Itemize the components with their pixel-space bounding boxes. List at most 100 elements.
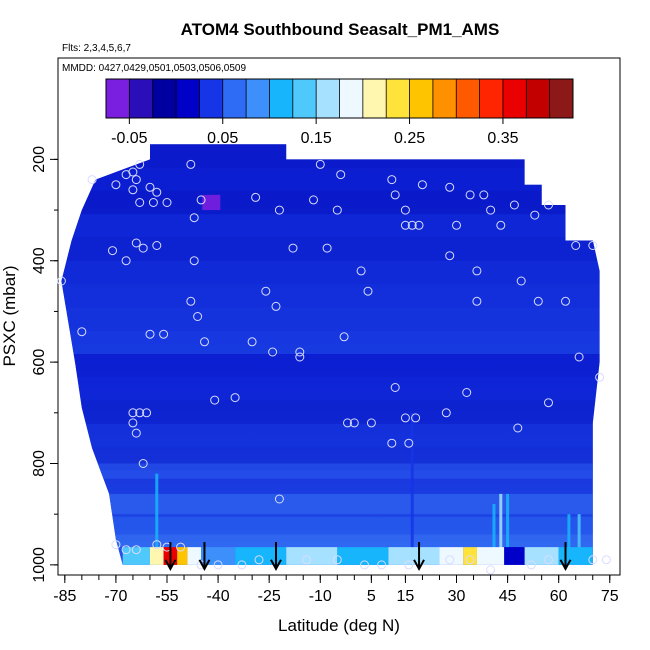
sample-points xyxy=(56,159,611,575)
colorbar-cell xyxy=(176,79,200,118)
sample-point xyxy=(530,210,540,220)
y-axis-label: PSXC (mbar) xyxy=(0,265,19,366)
x-tick-label: -85 xyxy=(53,588,76,605)
sample-point xyxy=(189,256,199,266)
x-tick-label: 60 xyxy=(550,588,568,605)
arrow-head xyxy=(198,559,211,571)
sample-point xyxy=(200,337,209,347)
colorbar-tick-label: 0.25 xyxy=(394,130,425,147)
sample-point xyxy=(588,555,598,565)
sample-point xyxy=(363,286,373,296)
sample-point xyxy=(56,276,66,286)
sample-point xyxy=(452,220,461,230)
colorbar-cell xyxy=(362,79,387,118)
y-tick-label: 400 xyxy=(31,247,48,274)
vertical-streak xyxy=(499,493,503,565)
colorbar-cell xyxy=(549,79,574,118)
sample-point xyxy=(445,251,455,261)
sample-point xyxy=(152,187,162,197)
x-tick-label: 45 xyxy=(499,588,517,605)
sample-point xyxy=(128,185,138,195)
down-arrow xyxy=(559,542,572,571)
sample-point xyxy=(356,266,366,276)
y-axis: 200 400 600 800 1000 xyxy=(31,146,58,583)
sample-point xyxy=(288,243,298,253)
altitude-band xyxy=(61,144,600,168)
altitude-bands xyxy=(61,144,600,564)
sample-point xyxy=(111,180,121,190)
sample-point xyxy=(237,560,247,570)
sample-point xyxy=(302,555,312,565)
boundary-layer-cell xyxy=(476,547,505,565)
colorbar-cell xyxy=(129,79,154,118)
altitude-band xyxy=(61,214,600,238)
sample-point xyxy=(271,301,281,311)
sample-point xyxy=(441,408,451,418)
sample-point xyxy=(315,159,325,169)
sample-point xyxy=(332,205,342,215)
altitude-band xyxy=(61,307,600,331)
x-tick-label: 75 xyxy=(601,588,619,605)
sample-point xyxy=(414,220,424,230)
boundary-layer-cell xyxy=(149,547,164,565)
vertical-streak xyxy=(492,504,496,565)
sample-point xyxy=(131,428,141,438)
altitude-band xyxy=(61,516,600,535)
arrow-head xyxy=(164,559,177,571)
sample-point xyxy=(387,438,397,448)
down-arrow xyxy=(198,542,211,571)
sample-point xyxy=(496,220,506,230)
y-tick-label: 600 xyxy=(31,349,48,376)
sample-point xyxy=(121,545,131,555)
sample-point xyxy=(349,418,359,428)
flights-subtitle: Flts: 2,3,4,5,6,7 xyxy=(62,43,131,54)
altitude-band xyxy=(61,167,600,191)
plot-area: MMDD: 0427,0429,0501,0503,0506,0509 -0.0… xyxy=(56,57,621,576)
sample-point xyxy=(561,296,570,306)
y-tick-label: 1000 xyxy=(31,547,48,583)
down-arrow xyxy=(270,542,282,571)
colorbar-tick-label: 0.15 xyxy=(301,130,332,147)
sample-point xyxy=(343,418,352,428)
sample-point xyxy=(366,418,376,428)
sample-point xyxy=(390,383,400,392)
sample-point xyxy=(465,190,475,200)
boundary-layer-cell xyxy=(504,547,525,565)
colorbar-tick-label: -0.05 xyxy=(111,130,148,147)
sample-point xyxy=(186,296,196,306)
sample-point xyxy=(152,241,162,250)
altitude-band xyxy=(61,423,600,448)
sample-point xyxy=(339,332,349,342)
x-tick-label: -40 xyxy=(207,588,230,605)
sample-point xyxy=(513,423,523,433)
dates-subtitle: MMDD: 0427,0429,0501,0503,0506,0509 xyxy=(62,63,246,74)
altitude-band xyxy=(61,463,600,479)
colorbar-cell xyxy=(432,79,457,118)
x-axis-label: Latitude (deg N) xyxy=(278,616,400,635)
sample-point xyxy=(400,413,410,423)
sample-point xyxy=(196,195,206,205)
sample-point xyxy=(131,238,141,248)
altitude-band xyxy=(61,330,600,355)
colorbar-cell xyxy=(152,79,177,118)
sample-point xyxy=(465,555,475,565)
sample-point xyxy=(128,167,138,177)
colorbar-cell xyxy=(106,79,130,118)
x-tick-label: 5 xyxy=(367,588,376,605)
sample-point xyxy=(400,220,410,230)
altitude-band xyxy=(61,260,600,285)
sample-point xyxy=(571,241,581,250)
sample-point xyxy=(390,190,400,200)
boundary-layer-cell xyxy=(524,547,559,565)
colorbar-cell xyxy=(502,79,527,118)
y-tick-label: 200 xyxy=(31,146,48,173)
sample-point xyxy=(145,329,155,339)
boundary-layer-cell xyxy=(187,547,202,565)
boundary-layer-cell xyxy=(286,547,338,565)
sample-point xyxy=(360,560,369,570)
altitude-band xyxy=(61,237,600,261)
sample-point xyxy=(479,190,489,200)
direction-arrows xyxy=(164,542,572,571)
colorbar-frame xyxy=(105,78,574,119)
x-tick-label: 15 xyxy=(397,588,415,605)
